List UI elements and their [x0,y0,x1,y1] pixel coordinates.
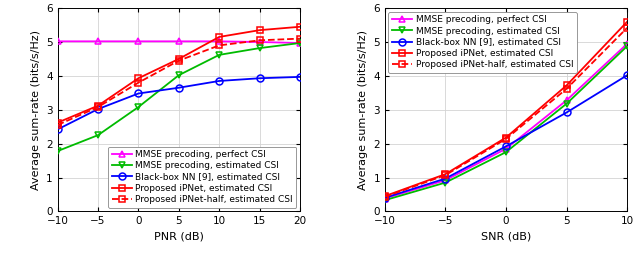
Line: MMSE precoding, perfect CSI: MMSE precoding, perfect CSI [54,38,303,47]
MMSE precoding, estimated CSI [381,199,388,202]
Proposed iPNet-half, estimated CSI [381,195,388,198]
Proposed iPNet, estimated CSI [502,136,510,139]
MMSE precoding, estimated CSI [296,41,304,45]
Proposed iPNet-half, estimated CSI [442,173,449,177]
Proposed iPNet, estimated CSI [256,28,264,32]
Black-box NN [9], estimated CSI [94,108,102,111]
MMSE precoding, estimated CSI [94,134,102,137]
Line: Proposed iPNet, estimated CSI: Proposed iPNet, estimated CSI [381,18,630,200]
Proposed iPNet-half, estimated CSI [623,26,631,30]
Proposed iPNet-half, estimated CSI [215,44,223,47]
Line: Black-box NN [9], estimated CSI: Black-box NN [9], estimated CSI [381,72,630,201]
MMSE precoding, estimated CSI [215,53,223,57]
MMSE precoding, perfect CSI [381,197,388,200]
Black-box NN [9], estimated CSI [442,177,449,180]
Proposed iPNet, estimated CSI [623,20,631,23]
Proposed iPNet-half, estimated CSI [134,81,142,84]
MMSE precoding, perfect CSI [623,42,631,45]
Proposed iPNet, estimated CSI [381,195,388,198]
Line: MMSE precoding, estimated CSI: MMSE precoding, estimated CSI [54,40,303,154]
Black-box NN [9], estimated CSI [134,92,142,95]
MMSE precoding, perfect CSI [256,40,264,44]
Proposed iPNet, estimated CSI [296,25,304,28]
Proposed iPNet-half, estimated CSI [502,137,510,140]
MMSE precoding, perfect CSI [563,99,570,102]
X-axis label: SNR (dB): SNR (dB) [481,232,531,242]
Y-axis label: Average sum-rate (bits/s/Hz): Average sum-rate (bits/s/Hz) [31,30,40,190]
Black-box NN [9], estimated CSI [381,196,388,199]
MMSE precoding, estimated CSI [175,74,182,77]
Proposed iPNet-half, estimated CSI [175,59,182,62]
Black-box NN [9], estimated CSI [296,75,304,79]
Line: Proposed iPNet-half, estimated CSI: Proposed iPNet-half, estimated CSI [381,24,630,200]
Proposed iPNet-half, estimated CSI [256,39,264,42]
Proposed iPNet, estimated CSI [54,121,61,124]
Y-axis label: Average sum-rate (bits/s/Hz): Average sum-rate (bits/s/Hz) [358,30,368,190]
MMSE precoding, estimated CSI [134,105,142,109]
Black-box NN [9], estimated CSI [175,86,182,89]
Proposed iPNet-half, estimated CSI [54,123,61,127]
Black-box NN [9], estimated CSI [215,79,223,83]
MMSE precoding, estimated CSI [54,150,61,153]
Black-box NN [9], estimated CSI [563,111,570,114]
Line: Proposed iPNet-half, estimated CSI: Proposed iPNet-half, estimated CSI [54,35,303,128]
MMSE precoding, estimated CSI [442,181,449,184]
MMSE precoding, estimated CSI [623,44,631,48]
Legend: MMSE precoding, perfect CSI, MMSE precoding, estimated CSI, Black-box NN [9], es: MMSE precoding, perfect CSI, MMSE precod… [388,12,577,73]
MMSE precoding, estimated CSI [256,47,264,50]
Proposed iPNet, estimated CSI [215,35,223,38]
Proposed iPNet, estimated CSI [175,57,182,61]
Proposed iPNet, estimated CSI [442,173,449,176]
MMSE precoding, estimated CSI [563,102,570,105]
Black-box NN [9], estimated CSI [54,128,61,131]
MMSE precoding, perfect CSI [215,40,223,43]
MMSE precoding, estimated CSI [502,150,510,154]
Proposed iPNet, estimated CSI [94,104,102,107]
MMSE precoding, perfect CSI [502,147,510,150]
MMSE precoding, perfect CSI [175,40,182,43]
Black-box NN [9], estimated CSI [623,74,631,77]
Black-box NN [9], estimated CSI [502,145,510,148]
Line: MMSE precoding, estimated CSI: MMSE precoding, estimated CSI [381,43,630,204]
MMSE precoding, perfect CSI [94,40,102,43]
Proposed iPNet-half, estimated CSI [563,87,570,91]
Proposed iPNet-half, estimated CSI [296,37,304,40]
Line: Black-box NN [9], estimated CSI: Black-box NN [9], estimated CSI [54,73,303,133]
Proposed iPNet, estimated CSI [134,77,142,80]
MMSE precoding, perfect CSI [54,40,61,43]
MMSE precoding, perfect CSI [296,41,304,45]
MMSE precoding, perfect CSI [442,179,449,182]
Line: Proposed iPNet, estimated CSI: Proposed iPNet, estimated CSI [54,23,303,126]
Legend: MMSE precoding, perfect CSI, MMSE precoding, estimated CSI, Black-box NN [9], es: MMSE precoding, perfect CSI, MMSE precod… [108,147,296,208]
Proposed iPNet-half, estimated CSI [94,105,102,109]
Line: MMSE precoding, perfect CSI: MMSE precoding, perfect CSI [381,40,630,202]
X-axis label: PNR (dB): PNR (dB) [154,232,204,242]
Proposed iPNet, estimated CSI [563,84,570,87]
MMSE precoding, perfect CSI [134,40,142,43]
Black-box NN [9], estimated CSI [256,77,264,80]
